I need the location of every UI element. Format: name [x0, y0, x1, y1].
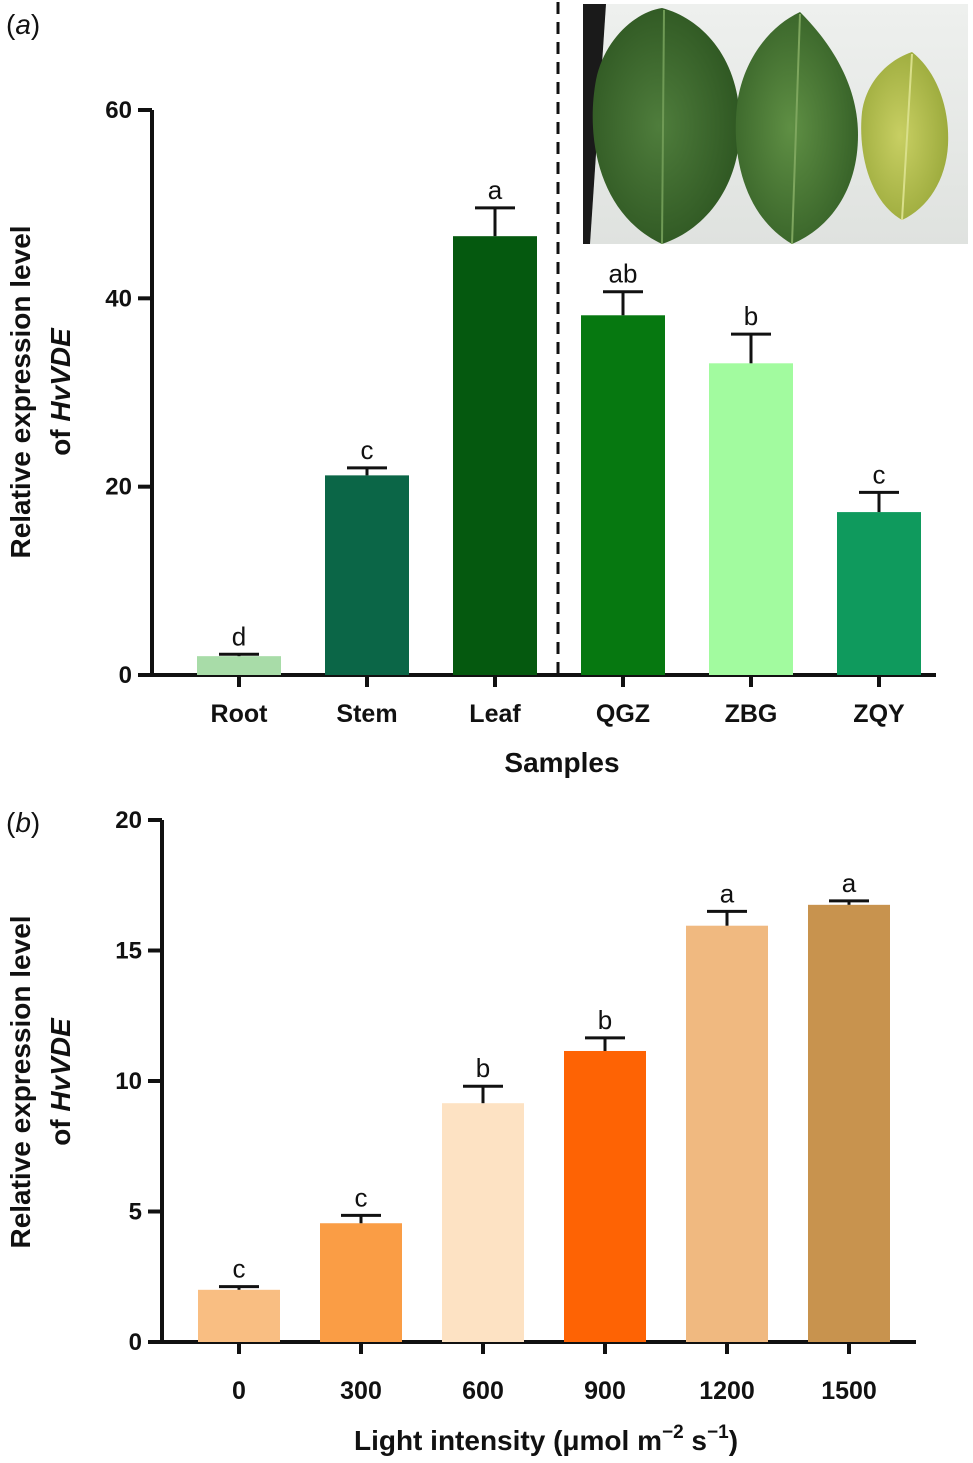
a-xtick-label-zqy: ZQY: [853, 700, 905, 728]
a-bar-root: [197, 656, 281, 675]
panel-a-x-ticks: Root Stem Leaf QGZ ZBG ZQY: [211, 675, 905, 728]
panel-a-y-ticks: 0 20 40 60: [105, 97, 152, 689]
inset-photo-leaves: [583, 4, 968, 245]
a-sig-label-zbg: b: [744, 301, 758, 331]
panel-label-letter: b: [15, 807, 31, 838]
b-bar-300: [320, 1223, 402, 1342]
b-xtick-label-600: 600: [462, 1377, 504, 1405]
b-sig-label-1200: a: [720, 878, 735, 908]
a-ytick-label: 60: [105, 97, 132, 124]
panel-b-xlabel-main: Light intensity (μmol m: [354, 1425, 662, 1456]
a-sig-label-qgz: ab: [609, 259, 638, 289]
panel-label-open: (: [6, 807, 16, 838]
a-xtick-label-leaf: Leaf: [469, 700, 521, 728]
b-bar-1200: [686, 925, 768, 1342]
b-sig-label-900: b: [598, 1005, 612, 1035]
b-ytick-label: 0: [129, 1329, 142, 1356]
panel-b-xlabel: Light intensity (μmol m−2 s−1): [354, 1422, 738, 1456]
b-sig-label-600: b: [476, 1053, 490, 1083]
b-bar-0: [198, 1289, 280, 1342]
b-xtick-label-900: 900: [584, 1377, 626, 1405]
a-ytick-label: 0: [119, 662, 132, 689]
a-bar-zbg: [709, 363, 793, 675]
b-bar-1500: [808, 904, 890, 1342]
b-xtick-label-0: 0: [232, 1377, 246, 1405]
b-ytick-label: 5: [129, 1199, 142, 1226]
panel-b-xlabel-sup1: −2: [662, 1422, 684, 1443]
b-bar-600: [442, 1103, 524, 1342]
a-xtick-label-stem: Stem: [336, 700, 397, 728]
panel-b-ylabel-line2: of HvVDE: [45, 1017, 76, 1146]
panel-b-ylabel-gene: HvVDE: [45, 1017, 76, 1112]
a-xtick-label-root: Root: [211, 700, 269, 728]
a-bar-stem: [325, 475, 409, 675]
b-xtick-label-300: 300: [340, 1377, 382, 1405]
a-sig-label-stem: c: [361, 435, 374, 465]
panel-a-bars: d c a ab b c: [197, 175, 921, 675]
b-sig-label-1500: a: [842, 868, 857, 898]
b-sig-label-300: c: [355, 1182, 368, 1212]
panel-a-ylabel-line2: of HvVDE: [45, 327, 76, 456]
panel-b-y-ticks: 0 5 10 15 20: [115, 807, 162, 1356]
panel-b-ylabel-prefix: of: [45, 1112, 76, 1146]
panel-b-bars: c c b b a a: [198, 868, 890, 1342]
b-ytick-label: 10: [115, 1068, 142, 1095]
a-sig-label-leaf: a: [488, 175, 503, 205]
a-ytick-label: 40: [105, 285, 132, 312]
a-bar-zqy: [837, 512, 921, 675]
panel-b-ylabel-line1: Relative expression level: [5, 915, 36, 1248]
panel-a-ylabel-prefix: of: [45, 422, 76, 456]
a-bar-qgz: [581, 315, 665, 675]
panel-label-close: ): [31, 9, 40, 40]
b-sig-label-0: c: [233, 1254, 246, 1284]
a-xtick-label-zbg: ZBG: [725, 700, 778, 728]
a-ytick-label: 20: [105, 474, 132, 501]
a-sig-label-root: d: [232, 621, 246, 651]
a-xtick-label-qgz: QGZ: [596, 700, 650, 728]
panel-b-xlabel-end: ): [729, 1425, 738, 1456]
panel-label-letter: a: [15, 9, 31, 40]
panel-a-xlabel: Samples: [504, 747, 619, 778]
b-ytick-label: 20: [115, 807, 142, 834]
panel-b-xlabel-mid: s: [684, 1425, 707, 1456]
a-sig-label-zqy: c: [873, 459, 886, 489]
b-xtick-label-1500: 1500: [821, 1377, 877, 1405]
b-xtick-label-1200: 1200: [699, 1377, 755, 1405]
panel-a-label: (a): [6, 9, 40, 40]
panel-b-xlabel-sup2: −1: [707, 1422, 729, 1443]
b-ytick-label: 15: [115, 938, 142, 965]
a-bar-leaf: [453, 236, 537, 675]
panel-label-close: ): [31, 807, 40, 838]
panel-b-x-ticks: 0 300 600 900 1200 1500: [232, 1342, 877, 1405]
b-bar-900: [564, 1050, 646, 1342]
panel-b-label: (b): [6, 807, 40, 838]
panel-a-ylabel-line1: Relative expression level: [5, 225, 36, 558]
panel-a-ylabel-gene: HvVDE: [45, 327, 76, 422]
panel-label-open: (: [6, 9, 16, 40]
